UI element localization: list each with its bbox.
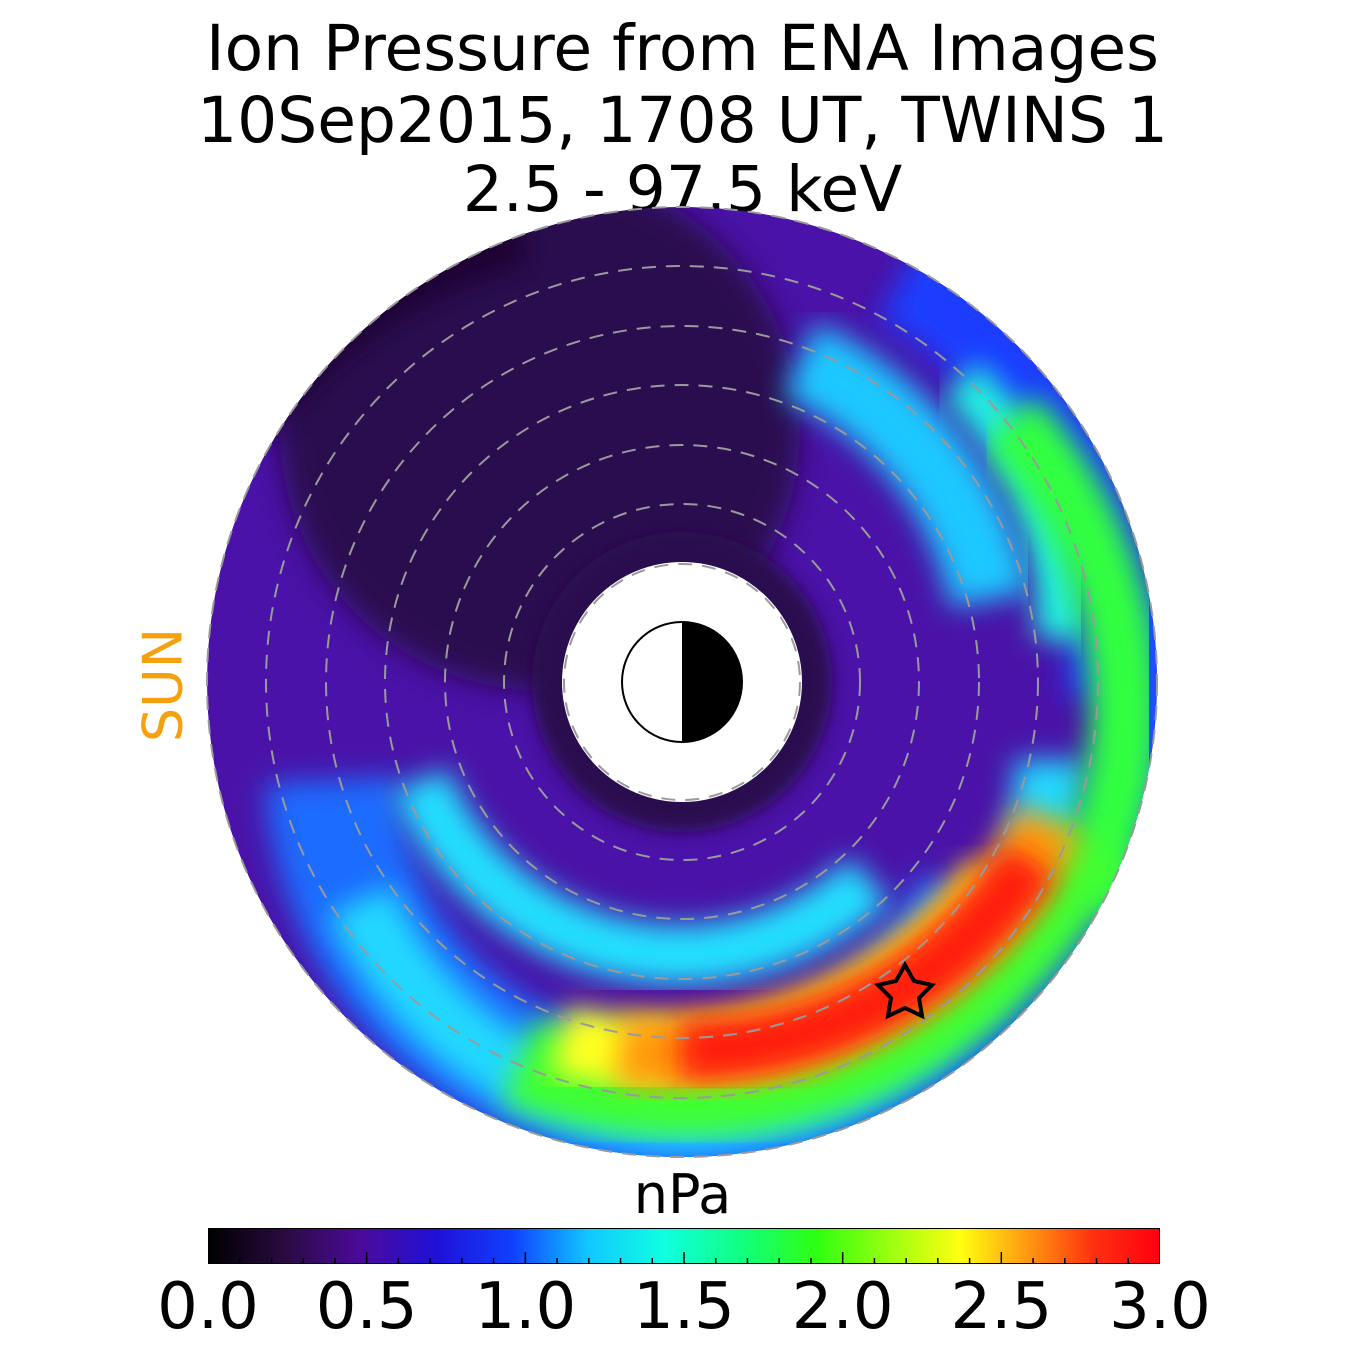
chart-title-line-2: 10Sep2015, 1708 UT, TWINS 1 — [197, 84, 1168, 157]
earth-icon — [621, 621, 743, 743]
colorbar-tick-label: 0.5 — [315, 1270, 418, 1344]
colorbar-tick-label: 2.0 — [791, 1270, 894, 1344]
sun-label-text: SUN — [131, 627, 195, 743]
colorbar-tick-label: 3.0 — [1109, 1270, 1211, 1344]
peak-star-icon — [874, 960, 936, 1020]
colorbar-tick-label: 1.0 — [474, 1270, 577, 1344]
colorbar-title: nPa — [633, 1163, 732, 1226]
sun-direction-label: SUN — [128, 620, 198, 750]
chart-title-line-1: Ion Pressure from ENA Images — [206, 12, 1159, 85]
colorbar-tick-label: 2.5 — [950, 1270, 1053, 1344]
colorbar — [208, 1228, 1160, 1264]
colorbar-tick-label: 0.0 — [157, 1270, 259, 1344]
colorbar-tick-label: 1.5 — [633, 1270, 735, 1344]
distance-circles — [206, 206, 1158, 1158]
